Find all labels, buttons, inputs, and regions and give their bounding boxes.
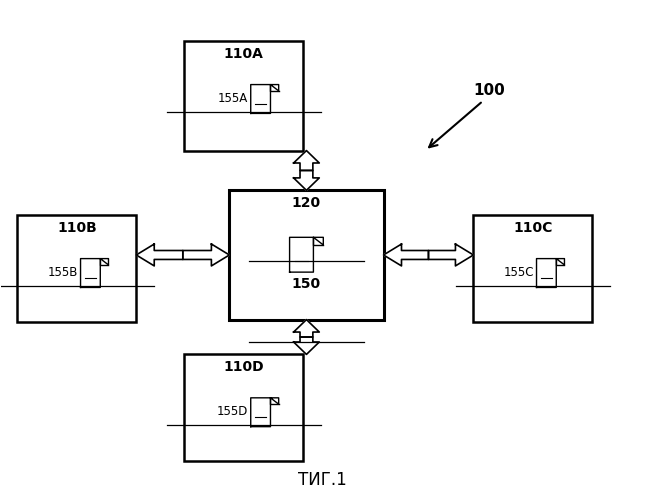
Polygon shape (293, 337, 319, 354)
Text: 100: 100 (473, 84, 505, 98)
Polygon shape (136, 244, 183, 266)
Polygon shape (428, 244, 473, 266)
Bar (17, 215, 136, 322)
Polygon shape (183, 244, 230, 266)
Bar (473, 215, 592, 322)
Text: 155A: 155A (218, 92, 248, 104)
Polygon shape (251, 84, 279, 114)
Polygon shape (293, 170, 319, 190)
Polygon shape (251, 398, 279, 426)
Text: 155C: 155C (503, 266, 533, 278)
Text: 110A: 110A (224, 47, 264, 61)
Text: 110C: 110C (513, 221, 553, 235)
Polygon shape (290, 238, 323, 272)
Text: 150: 150 (292, 278, 321, 291)
Polygon shape (81, 258, 108, 288)
Text: 120: 120 (292, 196, 321, 210)
Polygon shape (293, 150, 319, 171)
Bar (184, 354, 303, 462)
Bar (184, 41, 303, 150)
Text: 155B: 155B (47, 266, 78, 278)
Text: 110B: 110B (57, 221, 97, 235)
Text: 155D: 155D (217, 405, 248, 418)
Polygon shape (384, 244, 428, 266)
Text: 110D: 110D (224, 360, 264, 374)
Text: ΤИГ.1: ΤИГ.1 (298, 470, 347, 488)
Polygon shape (537, 258, 564, 288)
Bar (230, 190, 384, 320)
Polygon shape (293, 320, 319, 337)
